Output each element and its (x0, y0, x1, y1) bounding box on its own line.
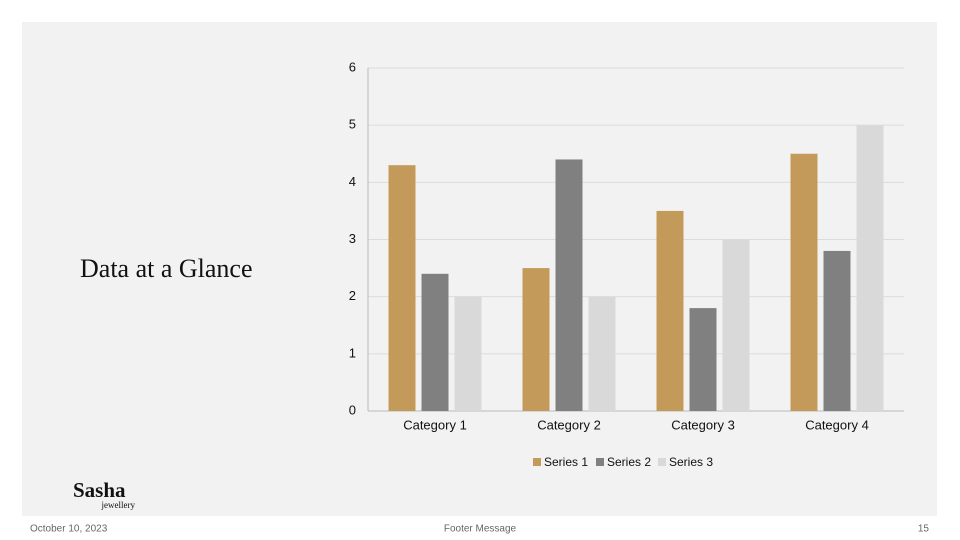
bar (555, 159, 583, 411)
y-tick-label: 6 (349, 59, 356, 74)
bar (689, 308, 717, 411)
slide-panel (22, 22, 937, 516)
footer-date: October 10, 2023 (30, 524, 108, 535)
bar (421, 273, 449, 411)
footer-message: Footer Message (444, 524, 517, 535)
legend-label: Series 2 (607, 455, 651, 469)
x-tick-label: Category 2 (537, 417, 601, 432)
bar (522, 268, 550, 411)
y-tick-label: 0 (349, 402, 356, 417)
bar (388, 165, 416, 411)
legend-swatch (533, 458, 541, 466)
bar (823, 250, 851, 411)
legend-label: Series 1 (544, 455, 588, 469)
bar (454, 296, 482, 411)
y-tick-label: 3 (349, 231, 356, 246)
y-tick-label: 2 (349, 288, 356, 303)
bar (856, 125, 884, 412)
legend-swatch (658, 458, 666, 466)
bar (588, 296, 616, 411)
logo-tagline: jewellery (101, 500, 136, 510)
bar (790, 153, 818, 411)
logo-name: Sasha (73, 478, 126, 502)
y-tick-label: 1 (349, 345, 356, 360)
y-tick-label: 5 (349, 117, 356, 132)
page-number: 15 (918, 524, 930, 535)
x-tick-label: Category 1 (403, 417, 467, 432)
bar (722, 239, 750, 411)
slide-title: Data at a Glance (80, 254, 253, 283)
x-tick-label: Category 4 (805, 417, 869, 432)
legend-swatch (596, 458, 604, 466)
y-tick-label: 4 (349, 174, 356, 189)
x-tick-label: Category 3 (671, 417, 735, 432)
legend-label: Series 3 (669, 455, 713, 469)
bar (656, 210, 684, 411)
